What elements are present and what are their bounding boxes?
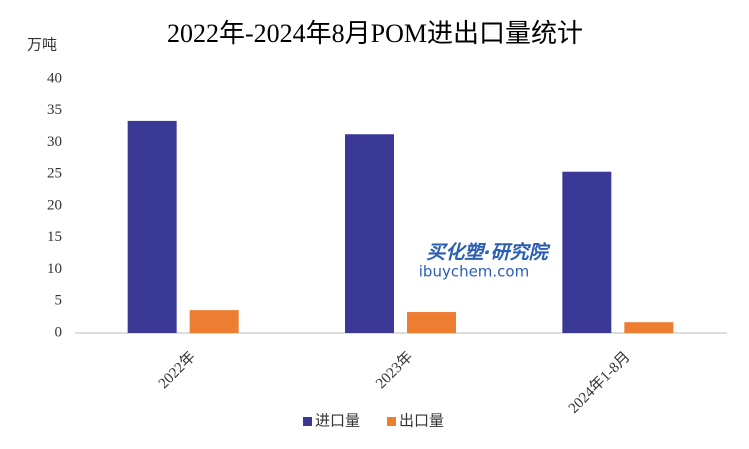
y-tick-label: 25 bbox=[47, 166, 62, 182]
chart-title: 2022年-2024年8月POM进出口量统计 bbox=[167, 19, 583, 48]
watermark: 买化塑·研究院 bbox=[426, 242, 550, 264]
bar bbox=[127, 120, 177, 333]
y-tick-label: 35 bbox=[47, 102, 62, 118]
y-tick-label: 10 bbox=[47, 261, 62, 277]
y-tick-label: 30 bbox=[47, 134, 62, 150]
legend-swatch bbox=[303, 417, 312, 426]
y-tick-label: 20 bbox=[47, 197, 62, 213]
bar bbox=[345, 134, 394, 333]
x-tick-label: 2022年 bbox=[155, 348, 199, 392]
watermark: ibuychem.com bbox=[419, 263, 529, 281]
bar bbox=[562, 171, 612, 333]
y-tick-label: 5 bbox=[55, 293, 63, 309]
bar bbox=[407, 312, 456, 333]
y-tick-label: 0 bbox=[55, 324, 63, 340]
legend-swatch bbox=[387, 417, 396, 426]
y-axis-label: 万吨 bbox=[27, 36, 57, 53]
bar bbox=[189, 310, 239, 333]
y-tick-label: 40 bbox=[47, 70, 62, 86]
x-tick-label: 2023年 bbox=[372, 348, 416, 392]
x-tick-label: 2024年1-8月 bbox=[565, 348, 634, 417]
bar bbox=[624, 322, 674, 333]
y-tick-label: 15 bbox=[47, 229, 62, 245]
legend-label: 出口量 bbox=[399, 412, 444, 429]
legend-label: 进口量 bbox=[315, 412, 360, 429]
